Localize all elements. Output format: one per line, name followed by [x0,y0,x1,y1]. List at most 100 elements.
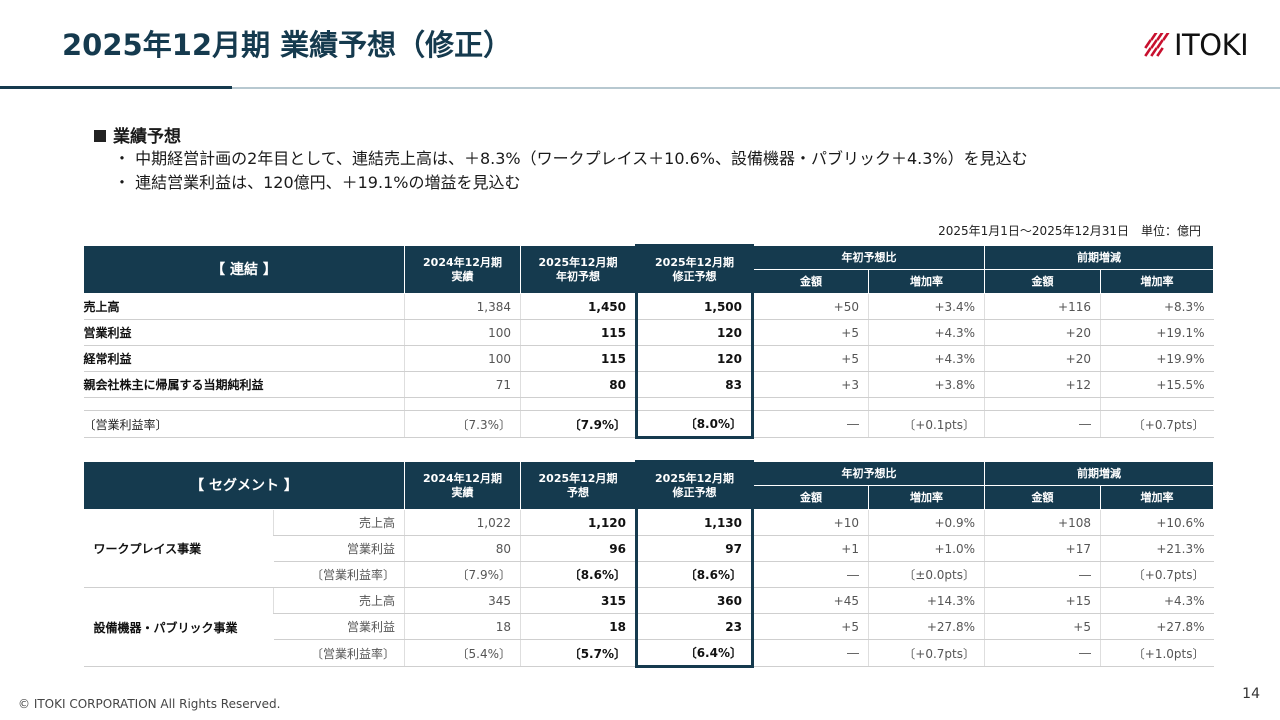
cell-value: ― [752,639,869,667]
row-label: 営業利益 [273,613,405,640]
cell-value: +45 [752,587,869,614]
row-label: 〔営業利益率〕 [273,561,405,588]
cell-value: 71 [404,371,521,398]
consolidated-header-label: 【 連結 】 [83,245,405,294]
column-header-2024-actual: 2024年12月期 実績 [404,461,521,510]
cell-value: +21.3% [1100,535,1214,562]
segment-header-label: 【 セグメント 】 [83,461,405,510]
cell-value: 1,500 [635,293,754,320]
cell-value: 〔+1.0pts〕 [1100,639,1214,667]
cell-value: 〔7.9%〕 [404,561,521,588]
row-label: 売上高 [83,293,405,320]
cell-value: +5 [752,319,869,346]
cell-value: 100 [404,345,521,372]
subheader-rate: 増加率 [1100,485,1214,510]
segment-name: 設備機器・パブリック事業 [83,587,274,667]
cell-value: ― [752,410,869,438]
table-row: 営業利益 80 96 97 +1 +1.0% +17 +21.3% [84,535,1214,562]
subheader-amount: 金額 [752,269,869,294]
logo-mark-icon [1144,33,1170,57]
table-row: 設備機器・パブリック事業 売上高 345 315 360 +45 +14.3% … [83,587,1214,667]
cell-value: 18 [404,613,521,640]
cell-value: ― [984,639,1101,667]
cell-value: +19.9% [1100,345,1214,372]
square-bullet-icon [94,130,106,142]
cell-value: 345 [404,587,521,614]
table-row: 営業利益 18 18 23 +5 +27.8% +5 +27.8% [84,613,1214,640]
cell-value: 〔±0.0pts〕 [868,561,985,588]
cell-value: 120 [635,345,754,372]
cell-value: +108 [984,509,1101,536]
cell-value: ― [984,410,1101,438]
cell-value: +3.4% [868,293,985,320]
cell-value: +10.6% [1100,509,1214,536]
subheader-rate: 増加率 [1100,269,1214,294]
row-label: 〔営業利益率〕 [273,639,405,667]
subheader-rate: 増加率 [868,269,985,294]
table-row: 親会社株主に帰属する当期純利益 71 80 83 +3 +3.8% +12 +1… [83,371,1214,398]
group-header-yoy: 前期増減 [984,245,1214,270]
subheader-rate: 増加率 [868,485,985,510]
period-unit-note: 2025年1月1日～2025年12月31日 単位：億円 [938,224,1201,238]
cell-value: 〔+0.7pts〕 [1100,410,1214,438]
cell-value: +116 [984,293,1101,320]
table-row: 営業利益 100 115 120 +5 +4.3% +20 +19.1% [83,319,1214,346]
cell-value: 〔7.3%〕 [404,410,521,438]
cell-value: 1,384 [404,293,521,320]
row-label: 親会社株主に帰属する当期純利益 [83,371,405,398]
table-row: ワークプレイス事業 売上高 1,022 1,120 1,130 +10 +0.9… [83,509,1214,588]
cell-value: +3 [752,371,869,398]
itoki-logo: ITOKI [1144,28,1249,62]
summary-section: 業績予想 ・ 中期経営計画の2年目として、連結売上高は、＋8.3%（ワークプレイ… [94,122,1028,195]
cell-value: +15.5% [1100,371,1214,398]
cell-value: 〔8.0%〕 [635,410,754,439]
row-label: 売上高 [273,509,405,536]
cell-value: 100 [404,319,521,346]
cell-value: 80 [404,535,521,562]
cell-value: +20 [984,345,1101,372]
cell-value: 〔5.7%〕 [520,639,637,667]
cell-value: 1,450 [520,293,637,320]
cell-value: +27.8% [868,613,985,640]
subheader-amount: 金額 [984,269,1101,294]
row-label: 営業利益 [83,319,405,346]
table-row: 〔営業利益率〕 〔7.9%〕 〔8.6%〕 〔8.6%〕 ― 〔±0.0pts〕… [84,561,1214,588]
cell-value: +10 [752,509,869,536]
summary-heading: 業績予想 [94,122,1028,147]
summary-bullet: ・ 連結営業利益は、120億円、＋19.1%の増益を見込む [114,173,521,192]
segment-name: ワークプレイス事業 [83,509,274,588]
copyright-notice: © ITOKI CORPORATION All Rights Reserved. [18,697,281,711]
cell-value: +19.1% [1100,319,1214,346]
cell-value: 115 [520,345,637,372]
page-number: 14 [1242,686,1260,702]
cell-value: +50 [752,293,869,320]
consolidated-table: 【 連結 】 2024年12月期 実績 2025年12月期 年初予想 2025年12… [83,244,1214,439]
column-header-2025-revised: 2025年12月期 修正予想 [635,244,754,294]
cell-value: ― [752,561,869,588]
cell-value: 120 [635,319,754,346]
cell-value: +27.8% [1100,613,1214,640]
summary-heading-text: 業績予想 [113,127,181,147]
cell-value: 〔+0.7pts〕 [868,639,985,667]
subheader-amount: 金額 [984,485,1101,510]
summary-bullet: ・ 中期経営計画の2年目として、連結売上高は、＋8.3%（ワークプレイス＋10.… [114,149,1028,168]
cell-value: +5 [984,613,1101,640]
cell-value: 〔8.6%〕 [520,561,637,588]
column-header-2025-initial: 2025年12月期 年初予想 [520,245,637,294]
table-row: 経常利益 100 115 120 +5 +4.3% +20 +19.9% [83,345,1214,372]
cell-value: 23 [635,613,754,640]
cell-value: +4.3% [868,345,985,372]
cell-value: 〔+0.7pts〕 [1100,561,1214,588]
cell-value: +4.3% [1100,587,1214,614]
row-label: 経常利益 [83,345,405,372]
cell-value: +12 [984,371,1101,398]
cell-value: +1.0% [868,535,985,562]
cell-value: +0.9% [868,509,985,536]
logo-text: ITOKI [1174,28,1249,62]
cell-value: +17 [984,535,1101,562]
cell-value: +1 [752,535,869,562]
page-title: 2025年12月期 業績予想（修正） [62,28,513,62]
cell-value: 96 [520,535,637,562]
header-rule-dark [0,86,232,89]
cell-value: 18 [520,613,637,640]
